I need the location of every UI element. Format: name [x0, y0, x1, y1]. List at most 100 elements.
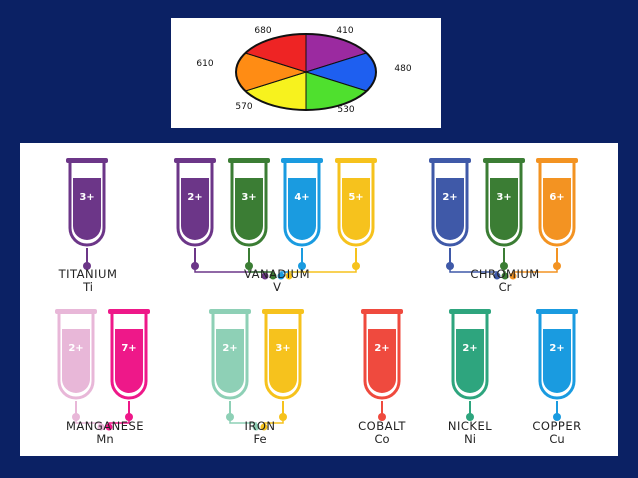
tube-liquid	[288, 178, 316, 240]
connector-dot	[97, 423, 105, 431]
charge-label: 4+	[294, 192, 309, 203]
tube-liquid	[216, 329, 244, 393]
tube-liquid	[342, 178, 370, 240]
connector-dot	[260, 423, 268, 431]
element-symbol: Ti	[82, 280, 93, 294]
test-tube-cr-2plus: 2+	[429, 158, 471, 270]
element-name: MANGANESE	[66, 419, 144, 433]
tube-dot	[553, 413, 561, 421]
element-symbol: Cu	[549, 432, 564, 446]
test-tube-co-2plus: 2+	[361, 309, 403, 421]
tube-glass	[363, 314, 401, 400]
tube-liquid	[436, 178, 464, 240]
tube-rim	[361, 309, 403, 314]
tube-liquid	[62, 329, 90, 393]
test-tube-fe-3plus: 3+	[262, 309, 304, 421]
tube-glass	[451, 314, 489, 400]
connector-dot	[509, 272, 517, 280]
color-wheel-card: 410 480 530 570 610 680	[171, 18, 441, 128]
tube-liquid	[490, 178, 518, 240]
connector-dot	[501, 272, 509, 280]
charge-label: 2+	[549, 343, 564, 354]
tube-glass	[57, 314, 95, 400]
tube-rim	[429, 158, 471, 163]
connector-dot	[277, 272, 285, 280]
tube-rim	[483, 158, 525, 163]
tube-rim	[55, 309, 97, 314]
tube-rim	[449, 309, 491, 314]
charge-label: 5+	[348, 192, 363, 203]
tube-glass	[264, 314, 302, 400]
element-name: CHROMIUM	[470, 267, 539, 281]
tube-rim	[108, 309, 150, 314]
tube-liquid	[235, 178, 263, 240]
tube-rim	[536, 309, 578, 314]
element-symbol: Cr	[499, 280, 512, 294]
charge-label: 2+	[222, 343, 237, 354]
tube-rim	[209, 309, 251, 314]
tube-liquid	[181, 178, 209, 240]
tube-glass	[176, 163, 214, 247]
tube-glass	[211, 314, 249, 400]
tube-liquid	[269, 329, 297, 393]
charge-label: 3+	[275, 343, 290, 354]
test-tube-mn-7plus: 7+	[108, 309, 150, 421]
test-tube-v-5plus: 5+	[335, 158, 377, 270]
test-tube-mn-2plus: 2+	[55, 309, 97, 421]
element-symbol: Mn	[96, 432, 113, 446]
test-tube-cr-3plus: 3+	[483, 158, 525, 270]
tube-liquid	[456, 329, 484, 393]
charge-label: 7+	[121, 343, 136, 354]
tube-glass	[538, 163, 576, 247]
tube-rim	[174, 158, 216, 163]
connector-dot	[493, 272, 501, 280]
charge-label: 2+	[442, 192, 457, 203]
ion-colors-panel: 3+ TITANIUM Ti 2+ 3+ 4+ 5+ VANADIUM V 2+ 3+ 6+ CHROM…	[20, 143, 618, 456]
element-name: IRON	[244, 419, 275, 433]
tube-dot	[83, 262, 91, 270]
tube-glass	[283, 163, 321, 247]
tube-glass	[230, 163, 268, 247]
tube-rim	[335, 158, 377, 163]
test-tube-v-4plus: 4+	[281, 158, 323, 270]
wheel-outline	[235, 33, 377, 111]
element-symbol: Fe	[253, 432, 266, 446]
tube-dot	[466, 413, 474, 421]
test-tube-ni-2plus: 2+	[449, 309, 491, 421]
tube-glass	[485, 163, 523, 247]
tube-rim	[262, 309, 304, 314]
charge-label: 2+	[462, 343, 477, 354]
charge-label: 3+	[241, 192, 256, 203]
element-name: COPPER	[532, 419, 581, 433]
wheel-label-680: 680	[254, 26, 271, 36]
test-tube-cr-6plus: 6+	[536, 158, 578, 270]
test-tube-cu-2plus: 2+	[536, 309, 578, 421]
element-symbol: Ni	[464, 432, 476, 446]
element-name: VANADIUM	[244, 267, 310, 281]
tube-liquid	[115, 329, 143, 393]
tube-liquid	[73, 178, 101, 240]
tube-glass	[110, 314, 148, 400]
tube-rim	[536, 158, 578, 163]
charge-label: 2+	[187, 192, 202, 203]
tube-dot	[378, 413, 386, 421]
charge-label: 6+	[549, 192, 564, 203]
tube-glass	[431, 163, 469, 247]
element-name: COBALT	[358, 419, 406, 433]
element-name: TITANIUM	[58, 267, 118, 281]
connector-dot	[105, 423, 113, 431]
tube-liquid	[543, 329, 571, 393]
charge-label: 2+	[68, 343, 83, 354]
tube-rim	[66, 158, 108, 163]
test-tube-v-3plus: 3+	[228, 158, 270, 270]
tube-liquid	[368, 329, 396, 393]
